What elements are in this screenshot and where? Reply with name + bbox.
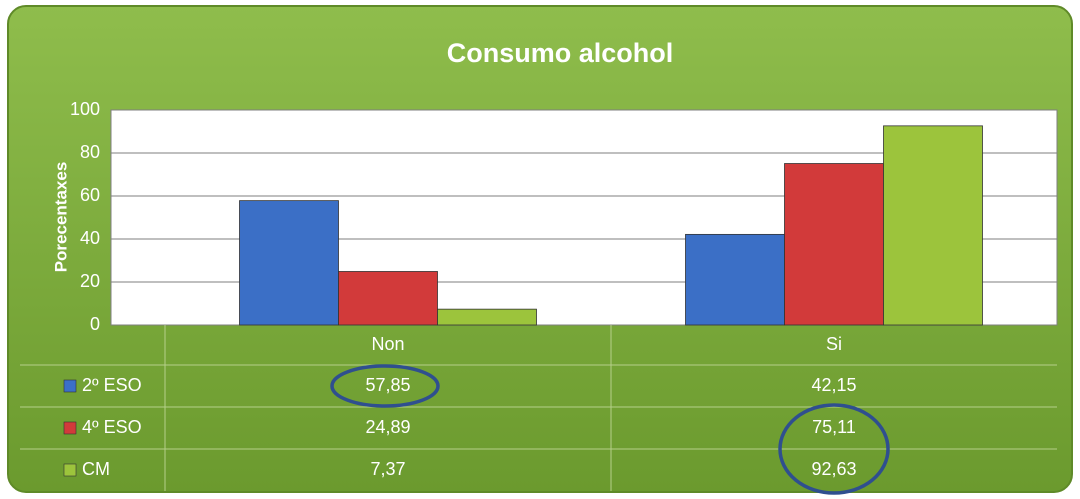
x-tick-label: Si bbox=[826, 334, 842, 354]
data-table-value: 7,37 bbox=[370, 459, 405, 479]
data-table-value: 92,63 bbox=[811, 459, 856, 479]
bar bbox=[338, 271, 438, 326]
legend-label: CM bbox=[82, 459, 110, 479]
y-tick-label: 100 bbox=[70, 99, 100, 119]
legend-swatch bbox=[63, 463, 77, 477]
data-table-value: 24,89 bbox=[365, 417, 410, 437]
legend-label: 4º ESO bbox=[82, 417, 142, 437]
y-tick-label: 80 bbox=[80, 142, 100, 162]
data-table-value: 57,85 bbox=[365, 375, 410, 395]
y-axis-label: Porecentaxes bbox=[51, 162, 70, 273]
bar bbox=[784, 163, 884, 326]
bar bbox=[883, 125, 983, 326]
chart-title: Consumo alcohol bbox=[447, 38, 674, 68]
y-tick-label: 40 bbox=[80, 228, 100, 248]
y-tick-label: 20 bbox=[80, 271, 100, 291]
plot-border bbox=[110, 109, 1058, 326]
legend-swatch bbox=[63, 379, 77, 393]
bar bbox=[685, 233, 785, 326]
data-table-value: 75,11 bbox=[812, 417, 856, 437]
annotation-circle bbox=[330, 364, 440, 408]
y-tick-label: 0 bbox=[90, 314, 100, 334]
legend-label: 2º ESO bbox=[82, 375, 142, 395]
bar bbox=[437, 308, 537, 326]
data-table-value: 42,15 bbox=[811, 375, 856, 395]
x-tick-label: Non bbox=[371, 334, 404, 354]
annotation-circle bbox=[778, 403, 890, 495]
bar bbox=[239, 200, 339, 326]
y-tick-label: 60 bbox=[80, 185, 100, 205]
legend-swatch bbox=[63, 421, 77, 435]
